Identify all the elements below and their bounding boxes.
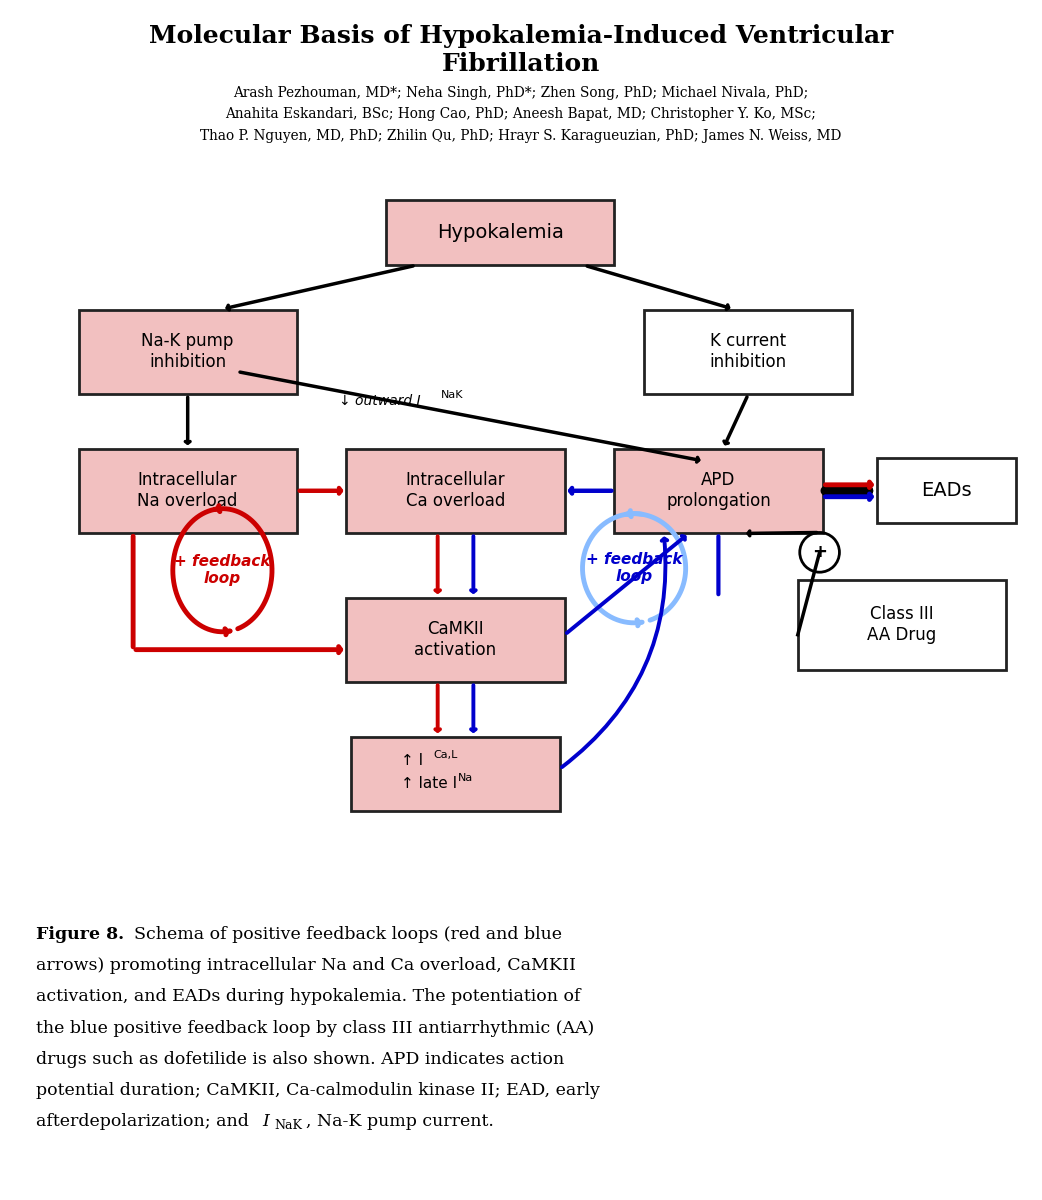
Text: Intracellular
Na overload: Intracellular Na overload xyxy=(138,472,238,510)
Text: Molecular Basis of Hypokalemia-Induced Ventricular: Molecular Basis of Hypokalemia-Induced V… xyxy=(149,24,893,48)
FancyBboxPatch shape xyxy=(387,200,614,265)
Text: + feedback
loop: + feedback loop xyxy=(586,552,683,584)
Text: K current
inhibition: K current inhibition xyxy=(710,332,787,371)
Text: drugs such as dofetilide is also shown. APD indicates action: drugs such as dofetilide is also shown. … xyxy=(35,1051,564,1068)
FancyBboxPatch shape xyxy=(78,310,297,394)
Text: EADs: EADs xyxy=(921,481,972,500)
Text: activation, and EADs during hypokalemia. The potentiation of: activation, and EADs during hypokalemia.… xyxy=(35,989,580,1006)
Text: ↑ late I: ↑ late I xyxy=(401,776,457,791)
Text: Figure 8.: Figure 8. xyxy=(35,925,124,943)
Text: Anahita Eskandari, BSc; Hong Cao, PhD; Aneesh Bapat, MD; Christopher Y. Ko, MSc;: Anahita Eskandari, BSc; Hong Cao, PhD; A… xyxy=(225,108,817,121)
Text: APD
prolongation: APD prolongation xyxy=(666,472,771,510)
Text: Hypokalemia: Hypokalemia xyxy=(437,223,564,242)
Text: I: I xyxy=(263,1114,269,1130)
Text: afterdepolarization; and: afterdepolarization; and xyxy=(35,1114,254,1130)
Text: Intracellular
Ca overload: Intracellular Ca overload xyxy=(405,472,505,510)
Text: potential duration; CaMKII, Ca-calmodulin kinase II; EAD, early: potential duration; CaMKII, Ca-calmoduli… xyxy=(35,1082,600,1099)
Text: Ca,L: Ca,L xyxy=(433,750,458,760)
Text: , Na-K pump current.: , Na-K pump current. xyxy=(305,1114,494,1130)
Text: +: + xyxy=(812,544,827,562)
Text: arrows) promoting intracellular Na and Ca overload, CaMKII: arrows) promoting intracellular Na and C… xyxy=(35,958,576,974)
Text: Na-K pump
inhibition: Na-K pump inhibition xyxy=(142,332,233,371)
Text: Fibrillation: Fibrillation xyxy=(442,52,600,76)
Text: Class III
AA Drug: Class III AA Drug xyxy=(867,606,937,644)
Text: Na: Na xyxy=(457,773,473,782)
Text: NaK: NaK xyxy=(441,390,463,401)
Text: Arash Pezhouman, MD*; Neha Singh, PhD*; Zhen Song, PhD; Michael Nivala, PhD;: Arash Pezhouman, MD*; Neha Singh, PhD*; … xyxy=(233,85,809,100)
Text: CaMKII
activation: CaMKII activation xyxy=(415,620,497,659)
FancyBboxPatch shape xyxy=(351,737,560,811)
FancyBboxPatch shape xyxy=(614,449,822,533)
FancyBboxPatch shape xyxy=(346,449,565,533)
FancyBboxPatch shape xyxy=(78,449,297,533)
Text: the blue positive feedback loop by class III antiarrhythmic (AA): the blue positive feedback loop by class… xyxy=(35,1020,594,1037)
Text: ↓ outward I: ↓ outward I xyxy=(340,395,421,408)
FancyBboxPatch shape xyxy=(346,598,565,682)
Text: Thao P. Nguyen, MD, PhD; Zhilin Qu, PhD; Hrayr S. Karagueuzian, PhD; James N. We: Thao P. Nguyen, MD, PhD; Zhilin Qu, PhD;… xyxy=(200,130,842,143)
FancyBboxPatch shape xyxy=(798,580,1007,670)
FancyBboxPatch shape xyxy=(644,310,852,394)
Text: + feedback
loop: + feedback loop xyxy=(174,554,271,587)
FancyBboxPatch shape xyxy=(877,458,1016,523)
Text: Schema of positive feedback loops (red and blue: Schema of positive feedback loops (red a… xyxy=(123,925,563,943)
Text: NaK: NaK xyxy=(274,1120,302,1133)
Text: ↑ I: ↑ I xyxy=(401,754,423,768)
